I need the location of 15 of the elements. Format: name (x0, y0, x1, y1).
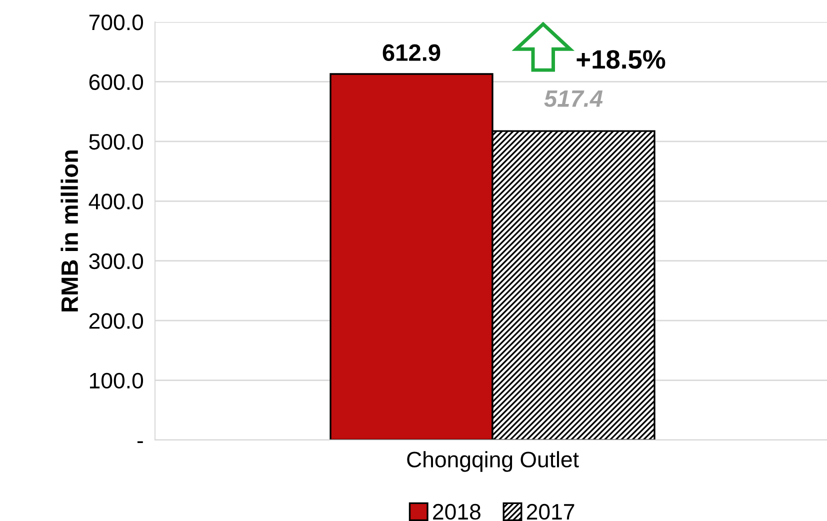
x-tick-label: Chongqing Outlet (407, 451, 579, 472)
y-tick-label: 700.0 (89, 14, 144, 30)
y-tick-label: 500.0 (89, 134, 144, 150)
y-tick-label: - (137, 441, 143, 444)
y-tick-label: 600.0 (89, 74, 144, 90)
data-label: 612.9 (382, 44, 440, 62)
y-tick-label: 200.0 (89, 313, 144, 329)
legend-label: 2018 (433, 504, 480, 520)
legend-label: 2017 (526, 504, 574, 520)
y-tick-label: 400.0 (88, 194, 144, 210)
data-label: 517.4 (544, 90, 603, 107)
y-axis-title: RMB in million (60, 150, 78, 312)
annotation: +18.5% (576, 50, 666, 69)
y-tick-label: 100.0 (90, 372, 144, 389)
y-tick-label: 300.0 (89, 253, 144, 270)
